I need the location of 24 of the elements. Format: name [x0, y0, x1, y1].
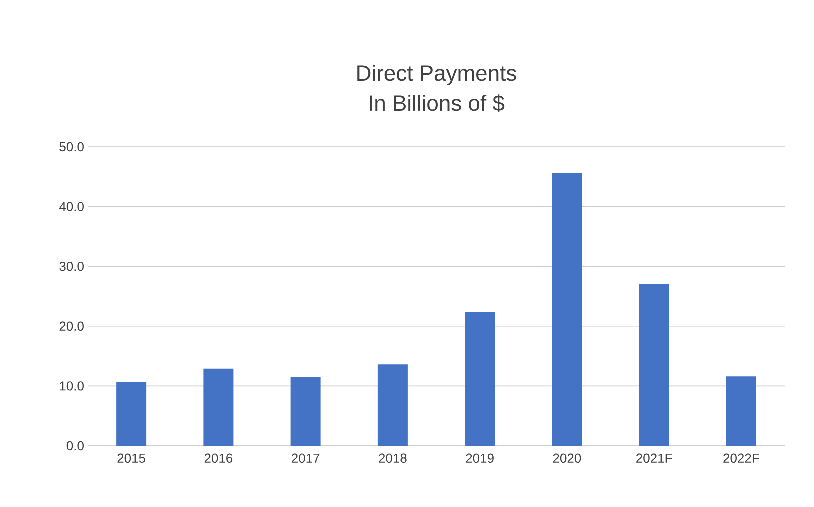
bar [378, 364, 408, 446]
bar [639, 284, 670, 446]
y-tick-label: 20.0 [60, 322, 84, 331]
y-tick-label: 40.0 [59, 202, 84, 212]
x-tick-label: 2020 [553, 454, 582, 464]
x-tick-label: 2019 [466, 454, 494, 464]
chart-subtitle: In Billions of $ [370, 94, 505, 112]
bar [465, 312, 496, 446]
x-tick-label: 2018 [379, 454, 407, 464]
x-tick-label: 2021F [636, 454, 672, 464]
y-tick-label: 30.0 [60, 262, 84, 272]
y-tick-label: 0.0 [66, 441, 84, 451]
x-tick-label: 2015 [118, 454, 146, 464]
bar [290, 377, 321, 446]
bar [726, 376, 756, 446]
chart-title: Direct Payments [358, 64, 516, 86]
bar [204, 368, 234, 446]
y-tick-label: 50.0 [60, 142, 84, 152]
y-tick-label: 10.0 [60, 382, 84, 391]
bar [116, 382, 147, 446]
x-tick-label: 2016 [204, 454, 233, 464]
bar [552, 173, 582, 446]
x-tick-label: 2017 [292, 454, 320, 464]
x-tick-label: 2022F [724, 454, 760, 464]
